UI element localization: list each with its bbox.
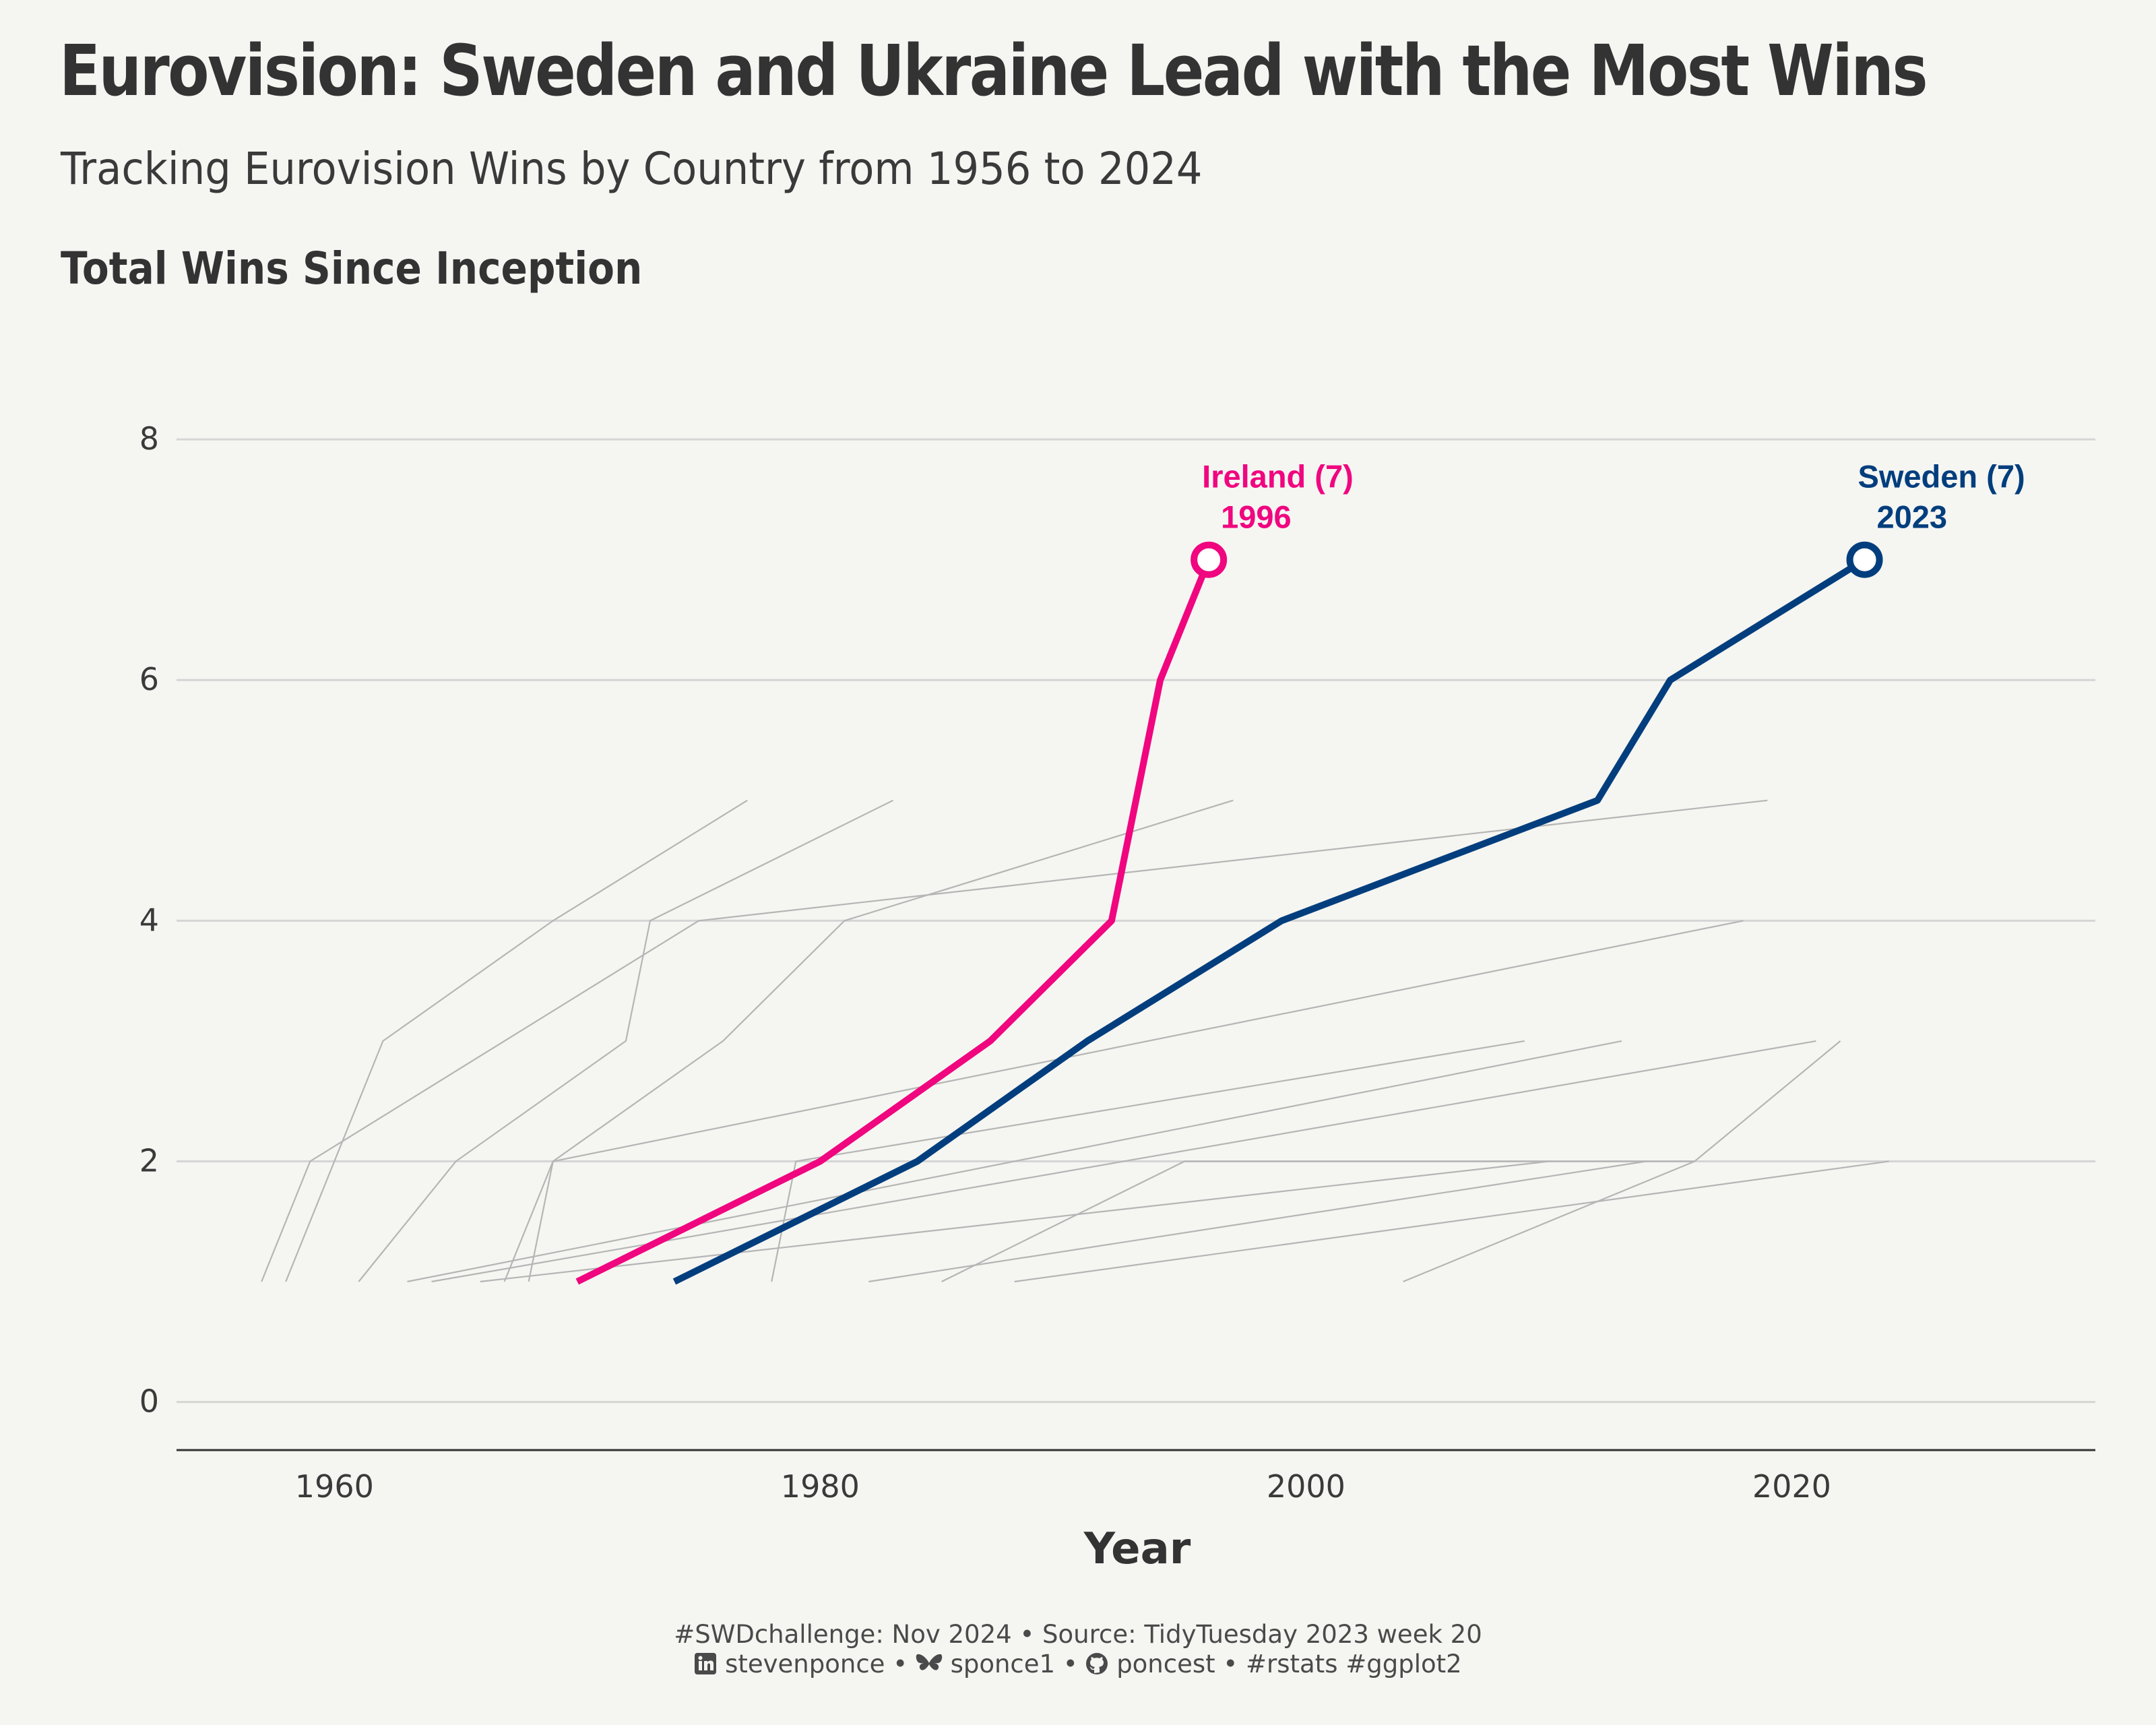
x-tick-label: 2000 (1267, 1468, 1345, 1505)
x-tick-label: 2020 (1752, 1468, 1831, 1505)
bluesky-handle: sponce1 (950, 1650, 1056, 1679)
background-series-line (480, 1160, 1550, 1283)
separator: • (893, 1650, 908, 1679)
series-label-name: Ireland (7) (1202, 459, 1354, 495)
series-label-name: Sweden (7) (1858, 459, 2025, 495)
series-endpoint-sweden (1846, 541, 1883, 578)
caption-social: stevenponce • sponce1 • poncest • #rstat… (0, 1650, 2156, 1681)
axis-layer: 0 2 4 6 8 1960 1980 2000 2020 Year (139, 420, 2095, 1574)
y-tick-label: 8 (139, 420, 159, 457)
github-icon (1085, 1652, 1108, 1681)
background-lines (261, 799, 1889, 1283)
background-series-line (261, 799, 1768, 1282)
linkedin-icon (694, 1652, 717, 1681)
series-label-year: 2023 (1877, 499, 1948, 535)
background-series-line (868, 1160, 1647, 1283)
line-chart: 0 2 4 6 8 1960 1980 2000 2020 Year Ireland (7) 199… (139, 420, 2095, 1574)
panel-title: Total Wins Since Inception (61, 243, 643, 294)
butterfly-icon (916, 1652, 943, 1681)
y-tick-label: 2 (139, 1142, 159, 1179)
background-series-line (941, 1040, 1841, 1282)
background-series-line (771, 1040, 1525, 1282)
highlighted-lines (575, 541, 1883, 1285)
y-tick-label: 4 (139, 902, 159, 938)
background-series-line (503, 799, 1234, 1282)
series-endpoint-ireland (1191, 541, 1228, 578)
background-series-line (358, 799, 893, 1282)
x-axis-title: Year (1083, 1524, 1191, 1574)
background-series-line (528, 920, 1744, 1282)
background-series-line (285, 799, 748, 1282)
label-layer: Ireland (7) 1996 Sweden (7) 2023 (1202, 459, 2025, 535)
linkedin-handle: stevenponce (725, 1650, 885, 1679)
separator: • (1223, 1650, 1238, 1679)
y-tick-label: 0 (139, 1383, 159, 1420)
chart-title: Eurovision: Sweden and Ukraine Lead with… (59, 30, 1928, 112)
background-series-line (1403, 1160, 1695, 1283)
grid-layer (177, 438, 2095, 1404)
x-tick-label: 1960 (295, 1468, 374, 1505)
separator: • (1063, 1650, 1078, 1679)
background-series-line (407, 1040, 1622, 1283)
series-line-ireland (575, 558, 1212, 1285)
hashtags: #rstats #ggplot2 (1246, 1650, 1462, 1679)
series-line-sweden (672, 557, 1867, 1285)
y-tick-label: 6 (139, 661, 159, 697)
x-tick-label: 1980 (781, 1468, 860, 1505)
github-handle: poncest (1116, 1650, 1215, 1679)
background-series-line (1014, 1160, 1889, 1283)
series-label-year: 1996 (1221, 499, 1292, 535)
chart-subtitle: Tracking Eurovision Wins by Country from… (61, 143, 1203, 195)
caption-source: #SWDchallenge: Nov 2024 • Source: TidyTu… (674, 1620, 1482, 1649)
